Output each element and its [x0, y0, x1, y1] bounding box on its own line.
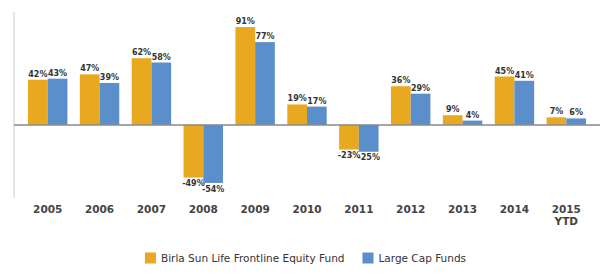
bar — [495, 77, 515, 125]
bar — [443, 115, 463, 125]
legend-swatch — [362, 253, 373, 264]
bar — [307, 107, 327, 125]
data-label: 36% — [391, 76, 410, 85]
bar — [514, 81, 534, 125]
data-label: 29% — [411, 84, 430, 93]
bar — [411, 94, 431, 125]
bar — [203, 125, 223, 183]
data-label: 7% — [550, 107, 564, 116]
x-tick-label: 2009 — [241, 203, 270, 215]
bar — [547, 117, 567, 125]
data-label: 77% — [255, 32, 274, 41]
data-label: -54% — [202, 185, 224, 194]
x-tick-label: 2010 — [292, 203, 321, 215]
data-label: 58% — [152, 53, 171, 62]
bar — [235, 27, 255, 125]
legend-item: Large Cap Funds — [362, 252, 466, 264]
bar — [359, 125, 379, 152]
data-label: 39% — [100, 73, 119, 82]
x-tick-label: 2015YTD — [552, 203, 581, 227]
x-tick-label: 2008 — [189, 203, 218, 215]
data-labels: 42%47%62%-49%91%19%-23%36%9%45%7%43%39%5… — [28, 17, 583, 193]
bar — [391, 86, 411, 125]
data-label: 45% — [495, 67, 514, 76]
legend-label: Large Cap Funds — [378, 252, 466, 264]
legend-label: Birla Sun Life Frontline Equity Fund — [161, 252, 345, 264]
data-label: 43% — [48, 69, 67, 78]
data-label: 19% — [288, 94, 307, 103]
y-range-line — [14, 12, 15, 198]
data-label: 62% — [132, 48, 151, 57]
legend-item: Birla Sun Life Frontline Equity Fund — [145, 252, 345, 264]
legend: Birla Sun Life Frontline Equity Fund Larg… — [145, 252, 466, 264]
x-tick-label: 2007 — [137, 203, 166, 215]
data-label: -25% — [357, 153, 379, 162]
bar — [339, 125, 359, 150]
data-label: 41% — [515, 71, 534, 80]
bar — [100, 83, 120, 125]
x-tick-label: 2014 — [500, 203, 529, 215]
bar — [184, 125, 204, 178]
data-label: 42% — [28, 70, 47, 79]
bars — [28, 27, 586, 183]
data-label: 9% — [446, 105, 460, 114]
data-label: 47% — [80, 64, 99, 73]
chart: 42%47%62%-49%91%19%-23%36%9%45%7%43%39%5… — [0, 0, 611, 275]
x-tick-label: 2012 — [396, 203, 425, 215]
data-label: 91% — [236, 17, 255, 26]
bar — [287, 104, 307, 124]
data-label: 17% — [307, 97, 326, 106]
x-tick-label: 2011 — [344, 203, 373, 215]
bar — [566, 118, 586, 124]
bar — [28, 80, 48, 125]
bar — [151, 63, 171, 125]
x-tick-label: 2013 — [448, 203, 477, 215]
x-tick-label: 2006 — [85, 203, 114, 215]
chart-container: 42%47%62%-49%91%19%-23%36%9%45%7%43%39%5… — [0, 0, 611, 275]
bar — [80, 74, 100, 125]
bar — [48, 79, 68, 125]
legend-swatch — [145, 253, 156, 264]
x-tick-label: 2005 — [33, 203, 62, 215]
data-label: 6% — [569, 108, 583, 117]
bar — [132, 58, 152, 125]
data-label: 4% — [466, 111, 480, 120]
zero-line — [14, 124, 600, 126]
bar — [255, 42, 275, 125]
